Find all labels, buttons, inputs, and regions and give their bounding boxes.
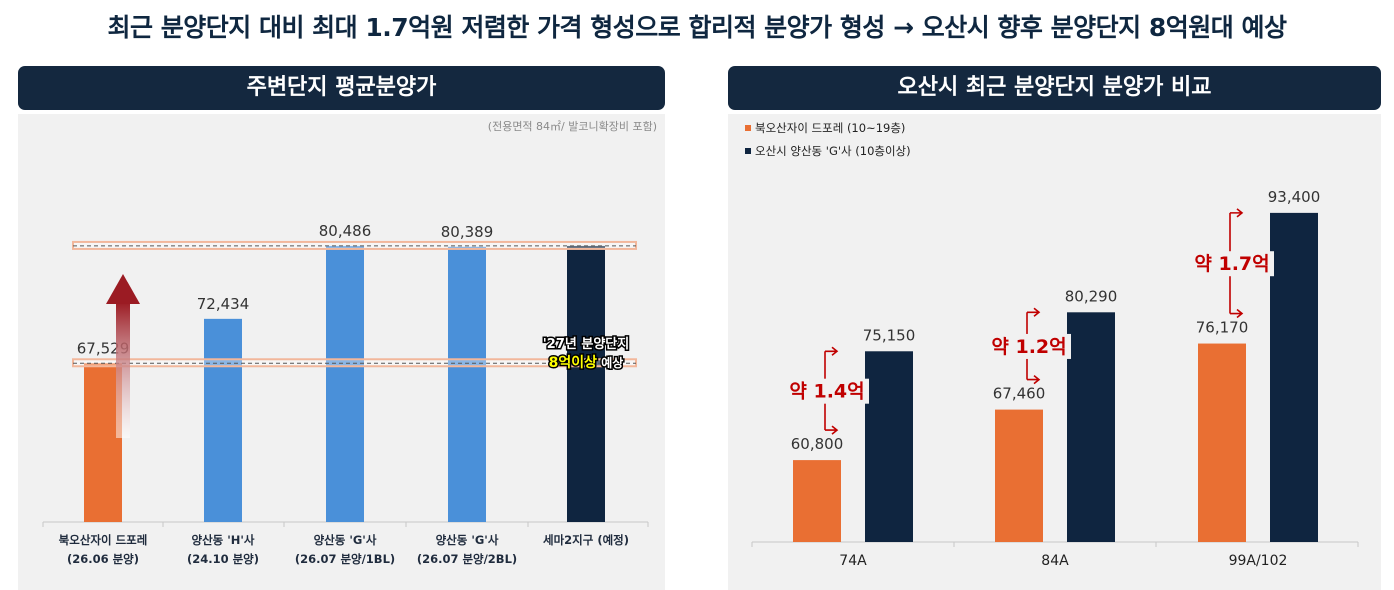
right-bar-1-2 <box>995 409 1043 542</box>
gap-arrow-bottom-3 <box>1230 308 1244 319</box>
left-chart-title: 주변단지 평균분양가 <box>18 66 665 110</box>
left-category-sub-label-1: (26.06 분양) <box>67 552 139 566</box>
right-category-label-1: 74A <box>839 553 867 569</box>
gap-arrow-bottom-1 <box>825 425 839 435</box>
right-value-label-2-1: 75,150 <box>863 326 916 344</box>
right-value-label-2-3: 93,400 <box>1268 188 1321 206</box>
left-category-label-5: 세마2지구 (예정) <box>543 533 629 547</box>
left-category-label-3: 양산동 'G'사 <box>314 533 377 547</box>
right-value-label-1-2: 67,460 <box>993 385 1046 403</box>
right-value-label-2-2: 80,290 <box>1065 287 1118 305</box>
gap-arrow-bottom-2 <box>1027 374 1041 385</box>
gap-label-backdrop-1 <box>785 378 869 404</box>
left-plot-area: (전용면적 84㎡/ 발코니확장비 포함) 67,529 72,434 80,486… <box>18 114 665 590</box>
right-value-label-1-1: 60,800 <box>791 435 844 453</box>
left-value-label-4: 80,389 <box>441 223 494 241</box>
legend-label-1: 북오산자이 드포레 (10~19층) <box>755 121 905 135</box>
right-value-label-1-3: 76,170 <box>1196 319 1249 337</box>
right-bar-2-1 <box>865 351 913 542</box>
right-category-label-3: 99A/102 <box>1229 553 1288 569</box>
gap-label-1: 약 1.4억 <box>789 381 864 403</box>
forecast-suffix: 예상 <box>597 355 623 370</box>
legend-label-2: 오산시 양산동 'G'사 (10층이상) <box>755 144 911 158</box>
left-bar-4 <box>448 246 486 522</box>
gap-arrow-top-1 <box>825 346 839 356</box>
increase-arrow-shaft <box>116 302 130 438</box>
legend-swatch-2 <box>745 148 751 154</box>
left-category-sub-label-4: (26.07 분양/2BL) <box>417 552 517 566</box>
gap-arrow-top-3 <box>1230 208 1244 218</box>
left-category-label-1: 북오산자이 드포레 <box>59 533 148 547</box>
gap-label-backdrop-2 <box>987 333 1071 359</box>
left-category-label-4: 양산동 'G'사 <box>436 533 499 547</box>
left-chart-note: (전용면적 84㎡/ 발코니확장비 포함) <box>488 120 657 133</box>
right-bar-2-2 <box>1067 312 1115 542</box>
left-bar-1 <box>84 363 122 522</box>
right-plot-area: 북오산자이 드포레 (10~19층) 오산시 양산동 'G'사 (10층이상) 60… <box>728 114 1381 590</box>
left-category-label-2: 양산동 'H'사 <box>192 533 255 547</box>
right-category-label-2: 84A <box>1041 553 1069 569</box>
right-chart-panel: 오산시 최근 분양단지 분양가 비교 북오산자이 드포레 (10~19층) 오산시… <box>728 66 1381 590</box>
gap-label-3: 약 1.7억 <box>1194 253 1269 275</box>
left-bar-3 <box>326 245 364 523</box>
left-value-label-2: 72,434 <box>197 295 250 313</box>
forecast-annotation-line1: '27년 분양단지 <box>543 336 629 352</box>
left-category-sub-label-2: (24.10 분양) <box>187 552 259 566</box>
increase-arrow-head <box>106 274 140 304</box>
headline: 최근 분양단지 대비 최대 1.7억원 저렴한 가격 형성으로 합리적 분양가 … <box>107 13 1287 42</box>
forecast-highlight: 8억이상 <box>549 354 598 371</box>
left-value-label-3: 80,486 <box>319 222 372 240</box>
left-chart-panel: 주변단지 평균분양가 (전용면적 84㎡/ 발코니확장비 포함) 67,529 7… <box>18 66 665 590</box>
right-bar-1-3 <box>1198 343 1246 542</box>
right-chart-svg: 북오산자이 드포레 (10~19층) 오산시 양산동 'G'사 (10층이상) 60… <box>745 121 1359 569</box>
right-bar-2-3 <box>1270 212 1318 542</box>
gap-label-backdrop-3 <box>1190 251 1274 277</box>
right-bar-1-1 <box>793 460 841 542</box>
left-bar-2 <box>204 318 242 522</box>
left-category-sub-label-3: (26.07 분양/1BL) <box>295 552 395 566</box>
legend-swatch-1 <box>745 125 751 131</box>
gap-arrow-top-2 <box>1027 307 1041 317</box>
right-chart-title: 오산시 최근 분양단지 분양가 비교 <box>728 66 1381 110</box>
left-chart-svg: (전용면적 84㎡/ 발코니확장비 포함) 67,52972,43480,486… <box>42 120 657 566</box>
left-bar-5 <box>567 245 605 523</box>
forecast-annotation-line2: 8억이상 예상 <box>549 354 624 371</box>
gap-label-2: 약 1.2억 <box>991 336 1066 358</box>
